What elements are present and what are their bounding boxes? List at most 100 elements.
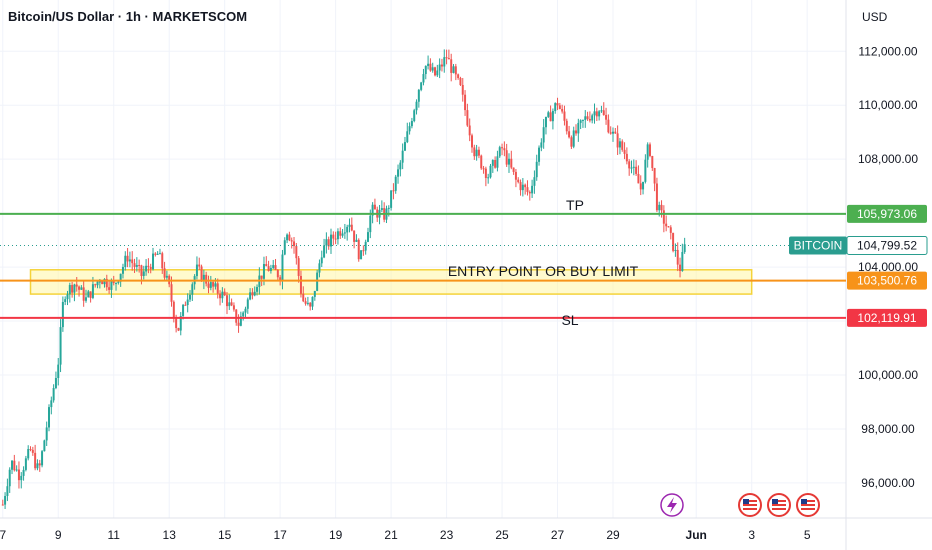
y-tick-label: 96,000.00 xyxy=(861,476,915,490)
candle-body xyxy=(480,155,483,169)
candle-body xyxy=(528,191,531,194)
candle-body xyxy=(420,82,423,90)
candle-body xyxy=(565,120,568,132)
candle-body xyxy=(510,158,513,168)
chart-title: Bitcoin/US Dollar · 1h · MARKETSCOM xyxy=(8,9,248,24)
current-price-label: 104,799.52 xyxy=(857,239,917,253)
candle-body xyxy=(392,190,395,192)
candle-body xyxy=(542,127,545,143)
candle-body xyxy=(124,255,127,268)
candle-body xyxy=(246,299,249,309)
candle-body xyxy=(82,287,85,301)
candle-body xyxy=(591,115,594,121)
candle-body xyxy=(373,204,376,210)
x-tick-label: 3 xyxy=(748,528,755,542)
candle-body xyxy=(471,135,474,148)
candle-body xyxy=(505,150,508,165)
candle-body xyxy=(588,118,591,121)
candle-body xyxy=(584,116,587,120)
candle-body xyxy=(279,277,282,282)
price-levels xyxy=(0,212,846,319)
candle-body xyxy=(353,230,356,242)
candle-body xyxy=(108,287,111,290)
candle-body xyxy=(577,122,580,134)
candle-body xyxy=(519,182,522,191)
candle-body xyxy=(89,291,92,298)
candle-body xyxy=(249,292,252,300)
candle-body xyxy=(662,210,665,224)
candle-body xyxy=(64,299,67,302)
candle-body xyxy=(572,130,575,147)
candle-body xyxy=(41,451,44,466)
candle-body xyxy=(17,469,20,481)
candle-body xyxy=(429,63,432,71)
candle-body xyxy=(29,449,32,451)
us-flag-canton xyxy=(772,499,778,504)
currency-button[interactable]: USD xyxy=(862,10,888,24)
symbol-tag xyxy=(789,236,847,255)
candle-body xyxy=(149,266,152,270)
candle-body xyxy=(105,278,108,288)
candle-body xyxy=(538,147,541,162)
candle-body xyxy=(646,144,649,160)
candle-body xyxy=(635,166,638,174)
candle-body xyxy=(311,296,314,307)
candle-body xyxy=(630,167,633,169)
candle-body xyxy=(679,264,682,271)
candle-body xyxy=(540,142,543,148)
candle-body xyxy=(1,504,4,506)
annotations: TP ENTRY POINT OR BUY LIMIT SL xyxy=(448,197,639,328)
candle-body xyxy=(549,112,552,122)
candle-body xyxy=(607,119,610,133)
us-flag-stripe xyxy=(801,508,815,510)
candle-body xyxy=(165,275,168,278)
candle-body xyxy=(598,111,601,117)
candle-body xyxy=(161,253,164,269)
x-tick-label: 29 xyxy=(606,528,620,542)
candle-body xyxy=(186,299,189,306)
candle-body xyxy=(299,275,302,294)
candle-body xyxy=(362,250,365,252)
candle-body xyxy=(397,169,400,177)
candle-body xyxy=(628,161,631,169)
price-axis[interactable]: 96,000.0098,000.00100,000.00102,000.0010… xyxy=(789,44,928,490)
candle-body xyxy=(156,253,159,255)
price-tag-label: 103,500.76 xyxy=(857,274,917,288)
us-flag-icon xyxy=(738,493,762,517)
candle-body xyxy=(295,246,298,259)
candle-body xyxy=(286,234,289,241)
candle-body xyxy=(544,116,547,128)
candle-body xyxy=(632,166,635,168)
candle-body xyxy=(503,148,506,151)
candle-body xyxy=(96,281,99,286)
candle-body xyxy=(507,158,510,165)
candle-body xyxy=(535,161,538,178)
candle-body xyxy=(283,240,286,255)
candle-body xyxy=(380,208,383,211)
candle-body xyxy=(138,265,141,267)
candle-body xyxy=(318,263,321,273)
candle-body xyxy=(202,274,205,281)
candle-body xyxy=(561,108,564,112)
candle-body xyxy=(334,238,337,240)
candle-body xyxy=(59,327,62,365)
x-tick-label: 27 xyxy=(551,528,565,542)
candle-body xyxy=(11,460,14,470)
lightning-icon-glyph xyxy=(667,497,677,513)
candle-body xyxy=(98,281,101,283)
candle-body xyxy=(366,232,369,242)
candle-body xyxy=(71,285,74,293)
candle-body xyxy=(244,308,247,313)
candle-body xyxy=(600,110,603,112)
candle-body xyxy=(142,271,145,276)
candle-body xyxy=(410,121,413,127)
candle-body xyxy=(182,304,185,316)
candle-body xyxy=(501,147,504,149)
candle-body xyxy=(369,215,372,233)
candle-body xyxy=(355,239,358,242)
candle-body xyxy=(556,103,559,106)
candle-body xyxy=(399,162,402,170)
candle-body xyxy=(66,294,69,300)
time-axis[interactable]: 7 9 11 13 15 17 19 21 23 25 27 29 Jun 3 5 xyxy=(0,528,811,542)
